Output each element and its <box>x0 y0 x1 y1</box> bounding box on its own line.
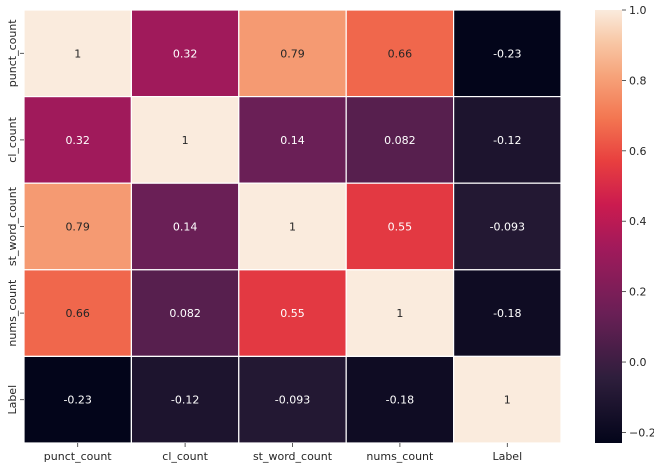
cell-annotation: 0.66 <box>65 307 90 320</box>
heatmap-cell <box>453 355 562 444</box>
cell-annotation: 0.55 <box>280 307 305 320</box>
colorbar-tick-label: 1.0 <box>629 4 647 17</box>
y-tick-label: nums_count <box>6 279 19 347</box>
heatmap-cell <box>238 182 347 271</box>
colorbar-ticks: −0.2 0.0 0.2 0.4 0.6 0.8 1.0 <box>622 4 654 439</box>
x-tick-label: st_word_count <box>253 450 333 463</box>
heatmap-cell <box>345 9 455 98</box>
cell-annotation: 0.32 <box>65 134 90 147</box>
cell-annotation: -0.093 <box>275 394 310 407</box>
heatmap-cell <box>238 9 347 98</box>
y-tick-label: cl_count <box>6 116 19 162</box>
cell-annotation: 1 <box>182 134 189 147</box>
cell-annotation: 0.79 <box>65 221 90 234</box>
heatmap-cell <box>345 182 455 271</box>
x-tick-label: punct_count <box>44 450 113 463</box>
cell-annotation: 0.14 <box>280 134 305 147</box>
heatmap-cell <box>23 95 133 184</box>
y-tick-labels: punct_count cl_count st_word_count nums_cou… <box>6 19 24 415</box>
colorbar-gradient <box>595 10 622 443</box>
heatmap-cell <box>238 269 347 357</box>
heatmap-cells: 1 0.32 0.79 0.66 -0.23 0.32 1 0.14 0.082 -0.12 0.7… <box>23 9 562 444</box>
x-tick-label: cl_count <box>162 450 208 463</box>
cell-annotation: 1 <box>504 394 511 407</box>
x-tick-label: nums_count <box>366 450 434 463</box>
heatmap-cell <box>130 182 240 271</box>
x-tick-label: Label <box>492 450 522 463</box>
heatmap-cell <box>238 95 347 184</box>
cell-annotation: 0.66 <box>388 47 413 60</box>
cell-annotation: 0.14 <box>173 221 198 234</box>
cell-annotation: 1 <box>74 47 81 60</box>
heatmap-cell <box>238 355 347 444</box>
colorbar-tick-label: 0.2 <box>629 286 647 299</box>
heatmap-cell <box>23 9 133 98</box>
colorbar-tick-label: 0.4 <box>629 215 647 228</box>
colorbar-tick-label: 0.6 <box>629 145 647 158</box>
cell-annotation: 0.32 <box>173 47 198 60</box>
cell-annotation: 1 <box>289 221 296 234</box>
cell-annotation: 0.082 <box>384 134 416 147</box>
cell-annotation: 0.55 <box>388 221 413 234</box>
cell-annotation: 0.082 <box>169 307 201 320</box>
y-tick-label: Label <box>6 385 19 415</box>
x-tick-labels: punct_count cl_count st_word_count nums_cou… <box>44 443 522 463</box>
heatmap-cell <box>130 355 240 444</box>
cell-annotation: -0.18 <box>493 307 521 320</box>
heatmap-cell <box>453 9 562 98</box>
heatmap-cell <box>23 355 133 444</box>
heatmap-cell <box>453 182 562 271</box>
cell-annotation: -0.093 <box>490 221 525 234</box>
colorbar: −0.2 0.0 0.2 0.4 0.6 0.8 1.0 <box>595 4 654 443</box>
cell-annotation: -0.18 <box>386 394 414 407</box>
heatmap-cell <box>130 269 240 357</box>
colorbar-tick-label: −0.2 <box>629 426 654 439</box>
y-tick-label: punct_count <box>6 19 19 88</box>
cell-annotation: 1 <box>396 307 403 320</box>
cell-annotation: -0.12 <box>493 134 521 147</box>
colorbar-tick-label: 0.8 <box>629 74 647 87</box>
heatmap-cell <box>453 269 562 357</box>
heatmap-cell <box>345 269 455 357</box>
cell-annotation: -0.12 <box>171 394 199 407</box>
cell-annotation: -0.23 <box>63 394 91 407</box>
colorbar-tick-label: 0.0 <box>629 356 647 369</box>
cell-annotation: 0.79 <box>280 47 305 60</box>
heatmap-cell <box>453 95 562 184</box>
cell-annotation: -0.23 <box>493 47 521 60</box>
y-tick-label: st_word_count <box>6 186 19 266</box>
heatmap-cell <box>130 9 240 98</box>
